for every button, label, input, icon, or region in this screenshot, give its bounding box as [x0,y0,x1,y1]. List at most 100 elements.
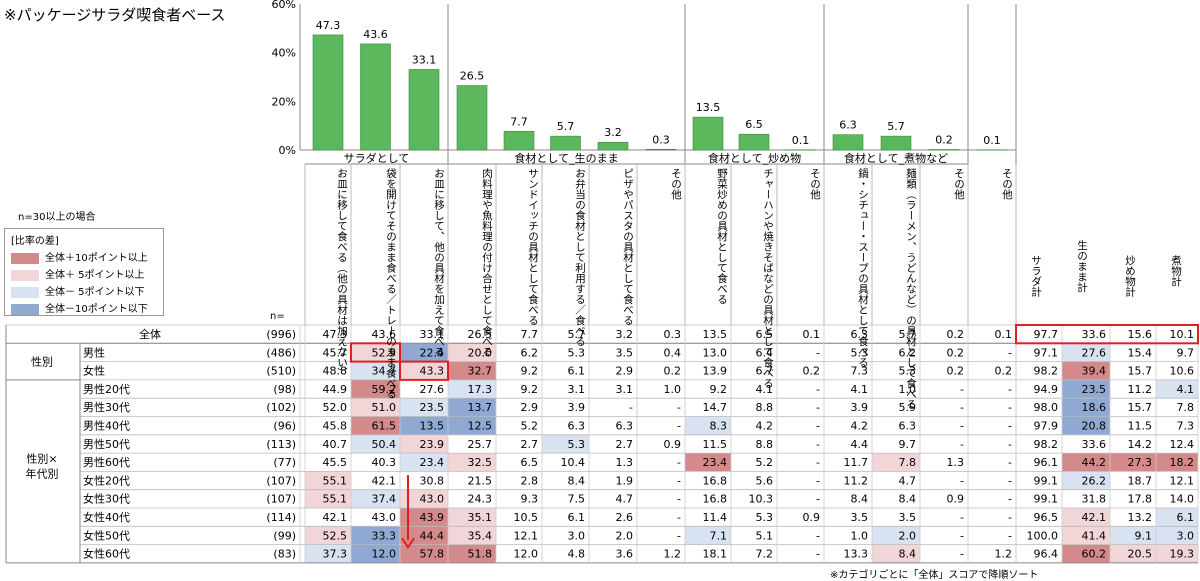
summary-header: 炒め物計 [1124,255,1136,325]
category-label: 野菜炒めの具材として食べる [688,168,728,318]
table-cell: 0.1 [995,328,1013,341]
row-label: 女性 [83,364,105,378]
table-cell: 1.0 [851,529,869,542]
bar [881,136,911,150]
y-tick-label: 40% [272,47,296,60]
table-cell: 4.1 [1177,383,1195,396]
table-cell: - [1008,401,1012,414]
table-cell: 5.3 [568,438,586,451]
bar-value-label: 13.5 [696,101,721,114]
table-cell: 6.1 [1177,511,1195,524]
table-cell: - [816,420,820,433]
table-cell: 12.5 [468,420,493,433]
table-cell: - [960,474,964,487]
table-cell: 98.2 [1034,365,1059,378]
row-label: 男性50代 [83,437,130,451]
table-cell: 14.7 [703,401,728,414]
category-label: その他 [780,168,821,318]
table-cell: 55.1 [323,493,348,506]
table-cell: - [960,529,964,542]
table-cell: 8.8 [756,401,774,414]
table-cell: 15.7 [1128,365,1153,378]
summary-header: 生のまま計 [1076,240,1088,310]
table-cell: 10.5 [514,511,539,524]
bar-value-label: 26.5 [460,70,485,83]
table-cell: 24.3 [468,493,493,506]
table-cell: 39.4 [1082,365,1107,378]
bar [457,86,487,150]
category-label: チャーハンや焼きそばなどの具材として食べる [734,168,774,318]
group-label: サラダとして [344,151,410,165]
table-cell: 9.2 [521,365,539,378]
bar-value-label: 0.1 [792,134,810,147]
table-cell: 44.4 [420,529,445,542]
table-cell: - [1008,474,1012,487]
y-tick-label: 0% [279,144,296,157]
table-cell: 4.2 [851,420,869,433]
bar [361,44,391,150]
table-cell: 11.2 [1128,383,1153,396]
table-cell: 1.9 [616,474,634,487]
table-cell: 35.1 [468,511,493,524]
table-cell: 61.5 [372,420,397,433]
side-label-gender-age: 性別× [26,451,57,465]
table-cell: - [677,493,681,506]
table-cell: 1.0 [664,383,682,396]
table-cell: 2.6 [616,511,634,524]
bar-value-label: 6.5 [745,118,763,131]
table-cell: 3.6 [616,548,634,561]
table-cell: 96.1 [1034,456,1059,469]
table-cell: 99.1 [1034,493,1059,506]
table-cell: 7.5 [568,493,586,506]
table-cell: 50.4 [372,438,397,451]
bar-value-label: 6.3 [839,119,857,132]
table-cell: 4.2 [756,420,774,433]
table-cell: - [960,511,964,524]
table-cell: 15.7 [1128,401,1153,414]
y-tick-label: 60% [272,0,296,11]
table-cell: 17.8 [1128,493,1153,506]
table-cell: 33.6 [1082,328,1107,341]
row-label: 男性20代 [83,382,130,396]
table-cell: - [960,438,964,451]
table-cell: 7.8 [1177,401,1195,414]
table-cell: 23.5 [420,401,445,414]
table-cell: - [1008,346,1012,359]
bar [551,136,581,150]
row-label: 女性20代 [83,473,130,487]
table-cell: 96.4 [1034,548,1059,561]
table-cell: - [816,346,820,359]
row-label: 女性50代 [83,528,130,542]
table-cell: 13.7 [468,401,493,414]
bar-value-label: 0.2 [935,134,953,147]
table-cell: 2.9 [521,401,539,414]
table-cell: 27.6 [420,383,445,396]
table-cell: 3.1 [568,383,586,396]
table-cell: 2.8 [521,474,539,487]
table-cell: 9.3 [521,493,539,506]
row-n: (77) [273,456,296,469]
table-cell: 37.3 [323,548,348,561]
table-cell: 0.2 [947,346,965,359]
table-cell: 14.2 [1128,438,1153,451]
table-cell: 32.5 [468,456,493,469]
row-label: 女性60代 [83,547,130,561]
bar-value-label: 3.2 [604,126,622,139]
row-n: (510) [266,365,296,378]
table-cell: 60.2 [1082,548,1107,561]
table-cell: 3.5 [851,511,869,524]
table-cell: 55.1 [323,474,348,487]
table-cell: 40.7 [323,438,348,451]
table-cell: 25.7 [468,438,493,451]
bar [313,35,343,150]
table-cell: - [677,474,681,487]
table-cell: 8.8 [756,438,774,451]
bar-value-label: 5.7 [557,120,575,133]
table-cell: 0.2 [664,365,682,378]
table-cell: - [677,529,681,542]
group-label: 食材として_生のまま [514,151,618,165]
table-cell: 11.5 [703,438,728,451]
table-cell: 20.8 [1082,420,1107,433]
table-cell: - [816,383,820,396]
table-cell: 1.2 [995,548,1013,561]
